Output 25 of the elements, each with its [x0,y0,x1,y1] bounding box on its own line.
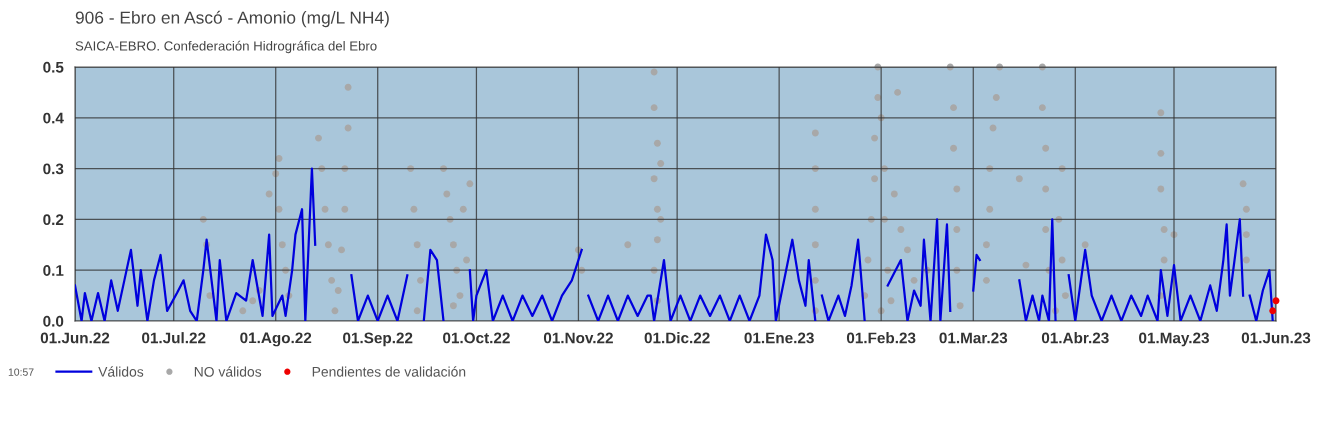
x-tick-label: 01.Dic.22 [644,332,710,344]
x-tick-label: 01.Ene.23 [744,332,814,344]
x-tick-label: 01.Jun.22 [40,332,110,344]
x-tick-label: 01.Sep.22 [343,332,413,347]
x-tick-label: 01.May.23 [1139,332,1209,347]
x-tick-label: 01.Jun.23 [1241,332,1311,344]
y-tick-label: 0.2 [43,214,64,226]
x-tick-label: 01.Ago.22 [240,332,312,347]
y-tick-label: 0.1 [43,265,64,276]
y-tick-label: 0.4 [43,112,64,124]
chart-subtitle: SAICA-EBRO. Confederación Hidrográfica del Ebro [75,40,377,54]
y-tick-label: 0.5 [43,61,64,73]
y-tick-label: 0.0 [43,315,64,327]
x-tick-label: 01.Abr.23 [1041,332,1109,344]
x-tick-label: 01.Jul.22 [142,332,206,344]
x-tick-label: 01.Nov.22 [543,332,613,344]
legend-label: NO válidos [194,366,262,377]
legend-label: Válidos [98,366,144,377]
x-tick-label: 01.Feb.23 [846,332,916,344]
chart-title: 906 - Ebro en Ascó - Amonio (mg/L NH4) [75,10,389,28]
y-tick-label: 0.3 [43,163,64,175]
x-tick-label: 01.Mar.23 [939,332,1008,344]
text: 10:57 [8,368,34,376]
x-tick-label: 01.Oct.22 [443,332,510,344]
legend-label: Pendientes de validación [312,366,466,377]
